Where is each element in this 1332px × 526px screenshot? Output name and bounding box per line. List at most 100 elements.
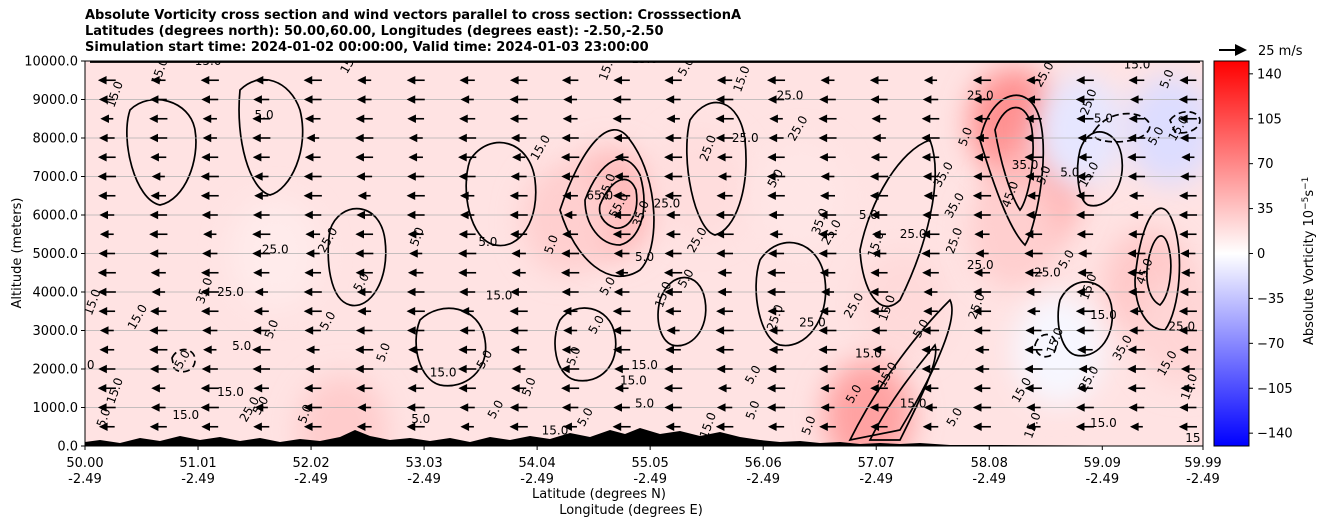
wind-vector	[460, 422, 474, 432]
wind-vector	[356, 95, 372, 104]
terrain	[85, 428, 1203, 446]
wind-vector	[872, 345, 886, 355]
wind-vector	[356, 287, 372, 297]
contour-label: 15	[1185, 431, 1200, 445]
wind-vector	[819, 95, 836, 104]
wind-vector	[305, 229, 321, 239]
wind-vector	[98, 95, 115, 104]
wind-vector	[715, 229, 734, 239]
wind-vector	[716, 191, 733, 201]
y-tick-label: 6000.0	[33, 209, 79, 224]
contour-label: 5.0	[519, 376, 539, 399]
wind-vector	[1026, 191, 1041, 201]
wind-vector	[665, 229, 681, 239]
contour-label: 15.0	[855, 346, 882, 360]
wind-vector	[717, 287, 732, 297]
wind-vector	[1077, 268, 1093, 278]
wind-vector	[716, 364, 733, 374]
wind-vector	[304, 326, 321, 335]
wind-vector	[1129, 326, 1144, 335]
contour-line	[686, 101, 747, 236]
wind-vector	[664, 75, 682, 85]
wind-vector	[973, 422, 991, 432]
wind-vector	[100, 114, 114, 124]
contour-label: 5.0	[255, 108, 274, 122]
wind-vector	[97, 152, 116, 162]
wind-vector	[767, 422, 785, 432]
wind-vector	[1178, 210, 1198, 220]
x-tick-label-lat: 52.02	[292, 456, 329, 471]
wind-vector	[768, 345, 784, 355]
wind-vector	[1077, 383, 1093, 393]
wind-vector	[666, 210, 681, 220]
wind-vector	[1076, 172, 1094, 181]
wind-vector	[253, 95, 270, 104]
x-axis-label-lon: Longitude (degrees E)	[559, 503, 703, 518]
wind-vector	[1075, 95, 1095, 104]
wind-vector	[922, 95, 939, 104]
wind-vector	[666, 114, 680, 124]
wind-vector	[869, 172, 889, 181]
wind-vector	[98, 306, 116, 316]
wind-vector	[1178, 95, 1198, 104]
wind-vector	[458, 364, 477, 374]
x-tick-label-lon: -2.49	[407, 472, 441, 487]
wind-vector	[663, 383, 683, 393]
wind-vector	[252, 114, 271, 124]
contour-label: 25.0	[262, 243, 289, 257]
contour-label: 5.0	[956, 125, 976, 148]
wind-vector	[1026, 75, 1041, 85]
wind-vector	[510, 172, 527, 181]
wind-vector	[664, 364, 682, 374]
wind-vector	[613, 191, 631, 201]
wind-vector	[563, 210, 577, 220]
x-tick-label-lat: 54.04	[519, 456, 556, 471]
colorbar-tick-label: 140	[1257, 67, 1282, 82]
wind-vector	[149, 364, 167, 374]
wind-vector	[665, 345, 681, 355]
wind-vector	[561, 345, 579, 355]
wind-vector	[972, 75, 992, 85]
wind-vector	[921, 345, 940, 355]
wind-vector	[561, 364, 580, 374]
wind-vector	[767, 403, 786, 412]
wind-vector	[562, 114, 578, 124]
wind-vector	[252, 326, 270, 335]
wind-vector	[303, 287, 322, 297]
wind-vector	[303, 172, 322, 181]
wind-vector	[665, 95, 681, 104]
wind-vector	[716, 403, 733, 412]
wind-vector	[1127, 133, 1146, 143]
wind-vector	[201, 95, 219, 104]
wind-vector	[149, 133, 168, 143]
wind-vector	[613, 133, 630, 143]
wind-vector	[973, 383, 991, 393]
wind-vector	[150, 306, 167, 316]
wind-vector	[613, 403, 630, 412]
wind-vector	[664, 133, 682, 143]
x-tick-label-lat: 53.03	[405, 456, 442, 471]
wind-vector	[1129, 95, 1143, 104]
wind-vector	[460, 306, 474, 316]
colorbar-tick-label: −105	[1257, 382, 1293, 397]
wind-vector	[1128, 114, 1145, 124]
wind-vector	[252, 229, 271, 239]
colorbar-label: Absolute Vorticity 10−5s−1	[1301, 177, 1317, 345]
wind-vector	[150, 152, 167, 162]
wind-vector	[973, 268, 991, 278]
y-axis: 0.0 1000.0 2000.0 3000.0 4000.0 5000.0 6000.0 7…	[24, 55, 85, 455]
wind-vector	[664, 191, 682, 201]
wind-vector	[1179, 133, 1196, 143]
contour-label: 15.0	[631, 52, 658, 66]
wind-vector	[614, 172, 629, 181]
wind-vector	[509, 114, 528, 124]
wind-vector	[303, 75, 322, 85]
wind-vector	[561, 383, 580, 393]
colorbar-tick-label: 70	[1257, 157, 1274, 172]
wind-vector	[407, 114, 425, 124]
wind-vector	[1076, 75, 1094, 85]
x-tick-label-lon: -2.49	[746, 472, 780, 487]
wind-vector	[356, 172, 373, 181]
wind-vector	[355, 133, 374, 143]
contour-label: 5.0	[232, 339, 251, 353]
